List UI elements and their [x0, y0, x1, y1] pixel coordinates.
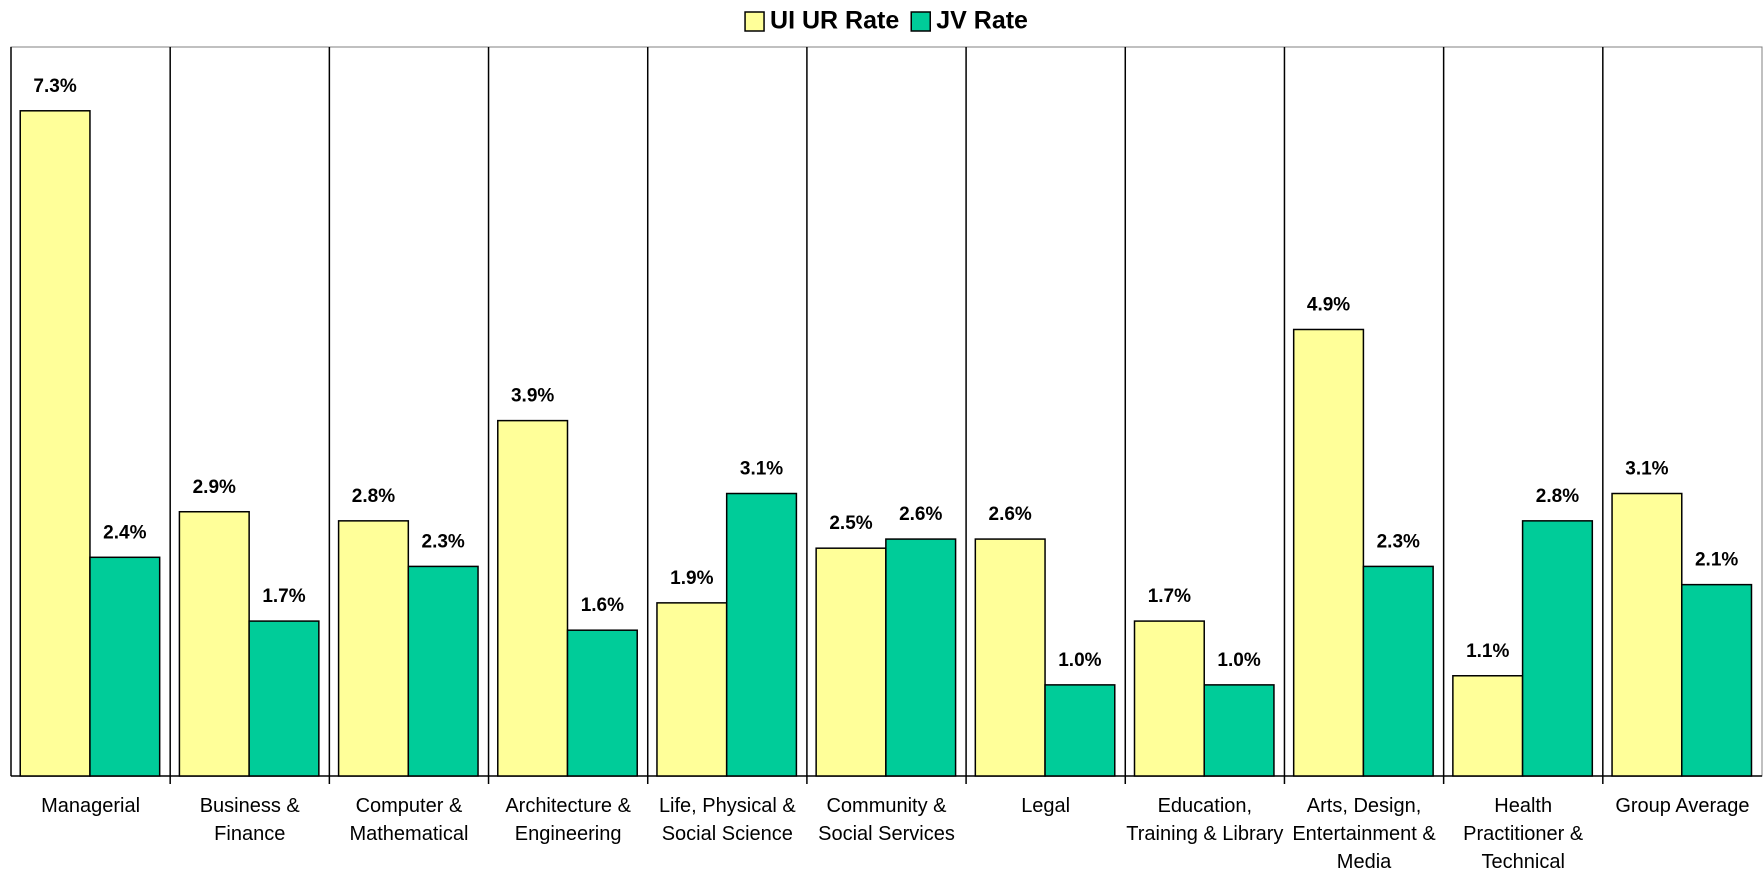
legend-swatch [744, 11, 765, 32]
x-tick-label: Group Average [1615, 795, 1750, 817]
data-label: 2.6% [899, 504, 942, 525]
data-label: 7.3% [33, 76, 76, 97]
bar [178, 510, 250, 777]
x-tick-label: Managerial [41, 795, 141, 817]
data-label: 2.6% [989, 504, 1032, 525]
bar [19, 110, 91, 777]
data-label: 1.0% [1058, 650, 1101, 671]
data-label: 3.1% [1625, 459, 1668, 480]
data-label: 2.3% [1377, 531, 1420, 552]
x-tick-label: Arts, Design, Entertainment & Media [1292, 795, 1436, 873]
legend-label: JV Rate [936, 7, 1028, 35]
data-label: 1.0% [1217, 650, 1260, 671]
data-label: 1.1% [1466, 641, 1509, 662]
data-label: 1.7% [1148, 586, 1191, 607]
x-tick-label: Architecture & Engineering [505, 795, 631, 845]
bar [656, 602, 728, 777]
data-label: 3.1% [740, 459, 783, 480]
x-tick-label: Legal [1021, 795, 1071, 817]
bar [1452, 675, 1524, 777]
data-label: 2.9% [193, 477, 236, 498]
bar [407, 565, 479, 777]
data-label: 2.5% [829, 513, 872, 534]
bar [1681, 583, 1753, 777]
x-tick-label: Health Practitioner & Technical [1463, 795, 1584, 873]
bar [1521, 520, 1594, 777]
bar [89, 556, 161, 777]
data-label: 3.9% [511, 386, 554, 407]
bar [566, 629, 638, 777]
bar [815, 547, 887, 777]
x-tick-label: Business & Finance [199, 795, 300, 845]
bar [1203, 684, 1275, 777]
bar [1292, 328, 1365, 777]
data-label: 1.9% [670, 568, 713, 589]
bar [1044, 684, 1116, 777]
x-tick-label: Community & Social Services [818, 795, 955, 845]
bar [1133, 620, 1205, 777]
bar [497, 419, 569, 777]
bar [1362, 565, 1434, 777]
data-label: 2.8% [352, 486, 395, 507]
bar [337, 520, 410, 777]
bar [1611, 492, 1683, 777]
data-label: 4.9% [1307, 295, 1350, 316]
x-tick-label: Life, Physical & Social Science [658, 795, 796, 845]
data-label: 2.3% [422, 531, 465, 552]
data-label: 2.1% [1695, 550, 1738, 571]
legend-label: UI UR Rate [770, 7, 899, 35]
bar [248, 620, 320, 777]
x-tick-label: Education, Training & Library [1126, 795, 1284, 845]
bar [974, 538, 1046, 777]
data-label: 1.6% [581, 595, 624, 616]
data-label: 1.7% [262, 586, 305, 607]
data-label: 2.8% [1536, 486, 1579, 507]
data-label: 2.4% [103, 522, 146, 543]
x-tick-label: Computer & Mathematical [349, 795, 469, 845]
bar [725, 492, 798, 777]
bar [885, 538, 957, 777]
legend-swatch [910, 11, 931, 32]
